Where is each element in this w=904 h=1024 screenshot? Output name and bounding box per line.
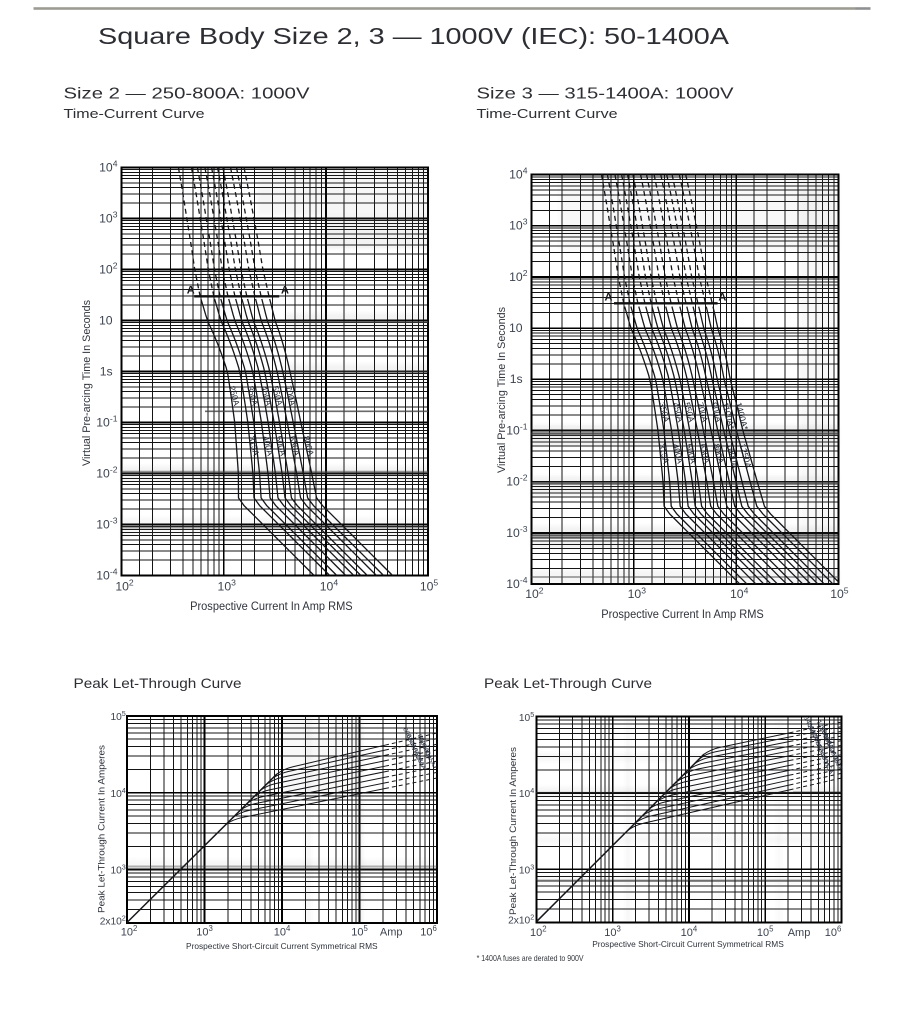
svg-text:Time-Current Curve: Time-Current Curve: [477, 106, 618, 121]
svg-text:1s: 1s: [100, 364, 113, 378]
svg-text:2x102: 2x102: [100, 913, 126, 927]
svg-text:10: 10: [99, 313, 113, 327]
svg-text:Size 2 — 250-800A: 1000V: Size 2 — 250-800A: 1000V: [64, 86, 310, 103]
svg-text:Peak Let-Through Curve: Peak Let-Through Curve: [74, 675, 242, 691]
svg-text:1s: 1s: [510, 372, 523, 386]
svg-text:A: A: [718, 291, 726, 303]
svg-text:A: A: [605, 291, 613, 303]
svg-text:* 1400A fuses are derated to 9: * 1400A fuses are derated to 900V: [477, 953, 584, 963]
svg-text:Amp: Amp: [788, 927, 811, 939]
svg-text:Square Body Size 2, 3 — 1000V: Square Body Size 2, 3 — 1000V (IEC): 50-…: [98, 23, 730, 49]
svg-text:Prospective Current In Amp RMS: Prospective Current In Amp RMS: [190, 601, 353, 613]
svg-text:Peak Let-Through Curve: Peak Let-Through Curve: [484, 675, 652, 691]
svg-text:Peak Let-Through Current In Am: Peak Let-Through Current In Amperes: [97, 745, 108, 913]
svg-text:A: A: [281, 284, 289, 296]
svg-text:Prospective Short-Circuit Curr: Prospective Short-Circuit Current Symmet…: [592, 939, 784, 949]
svg-text:10: 10: [509, 321, 523, 335]
svg-text:A: A: [187, 284, 195, 296]
svg-text:Virtual Pre-arcing Time In Sec: Virtual Pre-arcing Time In Seconds: [81, 300, 93, 466]
svg-text:Amp: Amp: [380, 927, 403, 939]
svg-text:Size 3 — 315-1400A: 1000V: Size 3 — 315-1400A: 1000V: [477, 86, 734, 103]
svg-text:Prospective Current In Amp RMS: Prospective Current In Amp RMS: [601, 609, 764, 621]
svg-text:2x102: 2x102: [508, 913, 534, 927]
svg-text:Time-Current Curve: Time-Current Curve: [64, 106, 205, 121]
svg-text:Virtual Pre-arcing Time In Sec: Virtual Pre-arcing Time In Seconds: [496, 307, 508, 473]
svg-text:Peak Let-Through Current In Am: Peak Let-Through Current In Amperes: [508, 747, 519, 915]
svg-text:Prospective Short-Circuit Curr: Prospective Short-Circuit Current Symmet…: [186, 941, 378, 951]
